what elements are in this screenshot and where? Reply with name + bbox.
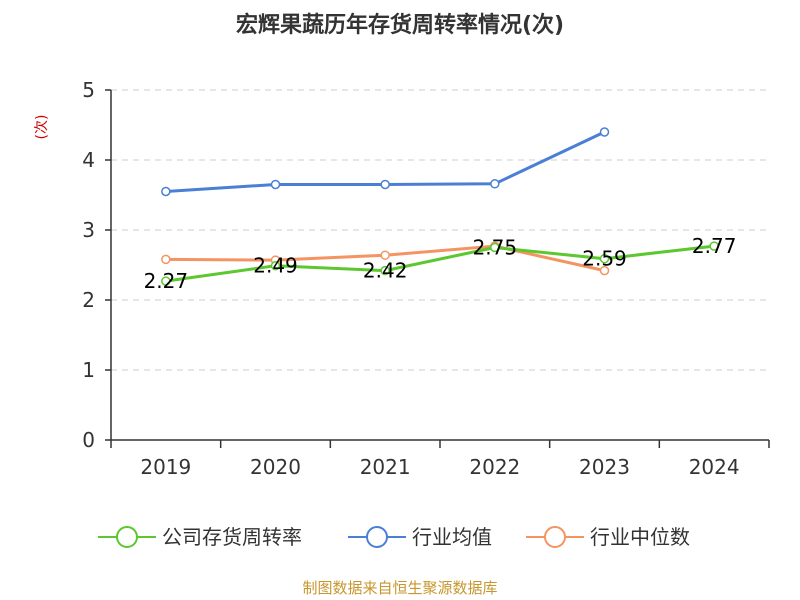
data-point [270, 179, 281, 190]
data-point [490, 242, 500, 253]
data-point [380, 179, 390, 190]
data-point [599, 127, 610, 137]
axes [110, 90, 769, 441]
x-tick-label: 2019 [140, 455, 191, 479]
y-axis-label: (次) [34, 115, 50, 140]
series-line [165, 244, 715, 283]
y-tick-label: 3 [82, 218, 95, 242]
x-tick-label: 2023 [579, 455, 630, 479]
data-label: 2.49 [253, 254, 298, 278]
data-point [490, 179, 500, 189]
legend-swatch-marker[interactable] [116, 526, 138, 548]
gridlines [111, 89, 769, 371]
legend-label[interactable]: 行业中位数 [590, 525, 690, 549]
data-point [599, 265, 610, 276]
legend-swatch-marker[interactable] [366, 526, 388, 548]
data-label: 2.77 [692, 234, 737, 258]
x-tick-label: 2022 [469, 455, 520, 479]
data-point [380, 250, 390, 260]
data-label: 2.59 [582, 247, 627, 271]
data-point [709, 241, 719, 251]
data-label: 2.75 [473, 236, 518, 260]
series-group [161, 127, 719, 286]
x-tick-label: 2024 [689, 455, 740, 479]
y-tick-label: 0 [82, 428, 95, 452]
data-point [380, 265, 390, 276]
chart-title: 宏辉果蔬历年存货周转率情况(次) [236, 12, 564, 38]
y-tick-label: 1 [82, 358, 95, 382]
legend-label[interactable]: 公司存货周转率 [162, 525, 302, 549]
legend-swatch-marker[interactable] [544, 526, 566, 548]
data-point [161, 254, 171, 265]
data-point [599, 253, 610, 264]
data-point [161, 276, 171, 286]
y-tick-label: 5 [82, 78, 95, 102]
x-axis-ticks: 2019 2020 2021 2022 2023 2024 [110, 440, 770, 479]
data-label: 2.27 [144, 269, 189, 293]
data-label: 2.42 [363, 259, 408, 283]
y-tick-label: 4 [82, 148, 95, 172]
legend-label[interactable]: 行业均值 [412, 525, 492, 549]
data-point [161, 186, 171, 197]
x-tick-label: 2021 [360, 455, 411, 479]
y-axis-ticks: 0 1 2 3 4 5 [82, 78, 111, 452]
data-point [270, 260, 281, 271]
source-note: 制图数据来自恒生聚源数据库 [302, 579, 497, 597]
y-tick-label: 2 [82, 288, 95, 312]
legend[interactable]: 公司存货周转率 行业均值 行业中位数 [98, 525, 690, 549]
data-labels: 2.27 2.49 2.42 2.75 2.59 2.77 [144, 234, 737, 293]
x-tick-label: 2020 [250, 455, 301, 479]
